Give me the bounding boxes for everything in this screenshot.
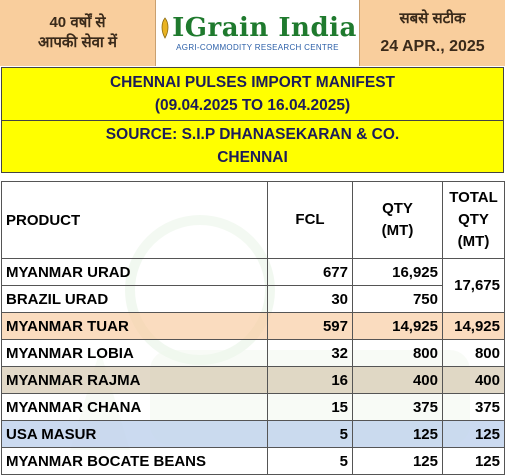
source-name: SOURCE: S.I.P DHANASEKARAN & CO. [105,126,400,143]
issue-date: 24 APR., 2025 [380,38,485,55]
cell-qty: 14,925 [352,312,443,340]
cell-qty: 125 [352,420,443,448]
cell-total: 400 [442,366,505,394]
col-header-qty: QTY (MT) [352,181,443,259]
header-band: 40 वर्षों से आपकी सेवा में IGrain India … [0,0,505,66]
cell-total: 14,925 [442,312,505,340]
source-city: CHENNAI [217,149,288,166]
brand-logo: IGrain India AGRI-COMMODITY RESEARCH CEN… [156,0,359,66]
cell-product: MYANMAR TUAR [1,312,268,340]
cell-total: 125 [442,420,505,448]
table-row: MYANMAR URAD 677 16,925 17,675 [1,258,505,313]
cell-fcl: 30 [267,285,353,313]
logo-name: IGrain India [172,13,357,43]
cell-qty: 800 [352,339,443,367]
report-title: CHENNAI PULSES IMPORT MANIFEST [109,74,396,91]
table-row: BRAZIL URAD 30 750 [1,285,505,313]
report-period: (09.04.2025 TO 16.04.2025) [154,97,351,114]
cell-product: MYANMAR RAJMA [1,366,268,394]
logo-tagline: AGRI-COMMODITY RESEARCH CENTRE [176,43,339,52]
cell-product: MYANMAR URAD [1,258,268,286]
col-header-product: PRODUCT [1,181,268,259]
cell-fcl: 677 [267,258,353,286]
header-left-tagline: 40 वर्षों से आपकी सेवा में [0,0,156,66]
cell-fcl: 15 [267,393,353,421]
cell-product: BRAZIL URAD [1,285,268,313]
table-row: USA MASUR 5 125 125 [1,420,505,448]
table-row: MYANMAR CHANA 15 375 375 [1,393,505,421]
tagline-accurate: सबसे सटीक [399,10,466,27]
grain-icon [161,17,169,39]
cell-total: 800 [442,339,505,367]
cell-fcl: 32 [267,339,353,367]
cell-product: MYANMAR LOBIA [1,339,268,367]
tagline-years: 40 वर्षों से [49,14,106,31]
col-header-fcl: FCL [267,181,353,259]
table-row: MYANMAR RAJMA 16 400 400 [1,366,505,394]
col-header-total: TOTAL QTY (MT) [442,181,505,259]
cell-fcl: 5 [267,447,353,475]
cell-urad-total: 17,675 [442,258,505,313]
cell-qty: 400 [352,366,443,394]
cell-fcl: 5 [267,420,353,448]
cell-product: MYANMAR BOCATE BEANS [1,447,268,475]
cell-product: MYANMAR CHANA [1,393,268,421]
header-right-date: सबसे सटीक 24 APR., 2025 [359,0,505,66]
title-divider [2,120,503,121]
title-box: CHENNAI PULSES IMPORT MANIFEST (09.04.20… [1,67,504,173]
cell-qty: 375 [352,393,443,421]
table-row: MYANMAR BOCATE BEANS 5 125 125 [1,447,505,475]
cell-qty: 125 [352,447,443,475]
cell-fcl: 16 [267,366,353,394]
cell-product: USA MASUR [1,420,268,448]
cell-qty: 750 [352,285,443,313]
table-row: MYANMAR TUAR 597 14,925 14,925 [1,312,505,340]
cell-total: 125 [442,447,505,475]
manifest-table: PRODUCT FCL QTY (MT) TOTAL QTY (MT) MYAN… [1,181,505,475]
cell-fcl: 597 [267,312,353,340]
table-header-row: PRODUCT FCL QTY (MT) TOTAL QTY (MT) [1,181,505,259]
tagline-service: आपकी सेवा में [38,34,117,51]
cell-total: 375 [442,393,505,421]
cell-qty: 16,925 [352,258,443,286]
table-row: MYANMAR LOBIA 32 800 800 [1,339,505,367]
